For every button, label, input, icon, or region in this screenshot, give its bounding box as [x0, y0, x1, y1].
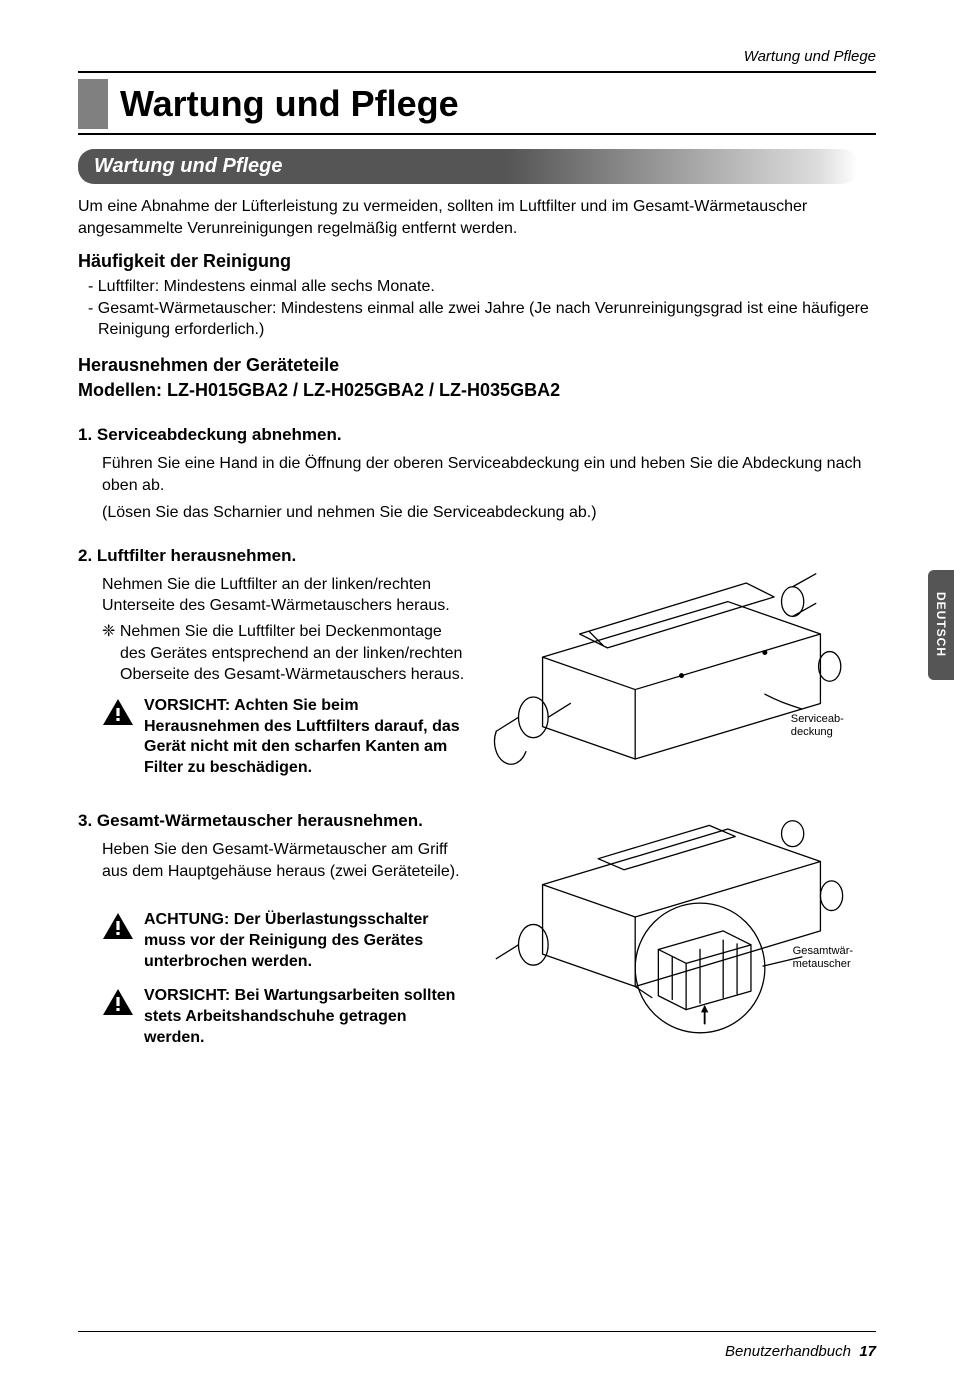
right-column: Serviceab- deckung: [487, 546, 876, 1057]
chapter-bar: [78, 79, 108, 129]
step3-title-text: 3. Gesamt-Wärmetauscher herausnehmen.: [78, 811, 423, 830]
remove-heading-1: Herausnehmen der Geräteteile: [78, 355, 876, 376]
section-pill: Wartung und Pflege: [78, 149, 858, 184]
left-column: 2. Luftfilter herausnehmen. Nehmen Sie d…: [78, 546, 467, 1049]
language-tab-label: DEUTSCH: [934, 592, 948, 657]
diagram1-label-2: deckung: [791, 726, 833, 738]
footer: Benutzerhandbuch 17: [725, 1343, 876, 1360]
frequency-item: - Luftfilter: Mindestens einmal alle sec…: [78, 276, 876, 298]
chapter-title: Wartung und Pflege: [120, 79, 459, 129]
diagram2-label-1: Gesamtwär-: [793, 945, 854, 957]
diagram-heat-exchanger: Gesamtwär- metauscher: [487, 792, 876, 1051]
frequency-item: - Gesamt-Wärmetauscher: Mindestens einma…: [88, 298, 876, 341]
step3-warning-a: ACHTUNG: Der Überlastungsschalter muss v…: [144, 910, 467, 972]
step3-body: Heben Sie den Gesamt-Wärmetauscher am Gr…: [78, 839, 467, 882]
language-tab: DEUTSCH: [928, 570, 954, 680]
rule-top: [78, 71, 876, 73]
step1-line: (Lösen Sie das Scharnier und nehmen Sie …: [102, 502, 876, 524]
chapter-heading: Wartung und Pflege: [78, 79, 876, 135]
warning-icon: [102, 698, 134, 726]
diagram1-label-1: Serviceab-: [791, 713, 844, 725]
step2-body: Nehmen Sie die Luftfilter an der linken/…: [78, 574, 467, 686]
step2-title: 2. Luftfilter herausnehmen.: [78, 546, 467, 566]
page: Wartung und Pflege Wartung und Pflege Wa…: [0, 0, 954, 1400]
frequency-heading: Häufigkeit der Reinigung: [78, 251, 876, 272]
footer-rule: [78, 1331, 876, 1332]
diagram2-label-2: metauscher: [793, 958, 851, 970]
warning-icon: [102, 912, 134, 940]
step1-line: Führen Sie eine Hand in die Öffnung der …: [102, 453, 876, 496]
warning-icon: [102, 988, 134, 1016]
step2-line: Nehmen Sie die Luftfilter an der linken/…: [102, 574, 467, 617]
step2-note: ❈ Nehmen Sie die Luftfilter bei Deckenmo…: [102, 621, 467, 686]
step2-warning: VORSICHT: Achten Sie beim Herausnehmen d…: [144, 696, 467, 779]
step1-title: 1. Serviceabdeckung abnehmen.: [78, 425, 876, 445]
footer-page: 17: [859, 1343, 876, 1360]
running-head: Wartung und Pflege: [78, 48, 876, 65]
step3-title-1: 3. Gesamt-Wärmetauscher herausnehmen.: [78, 811, 467, 831]
intro-paragraph: Um eine Abnahme der Lüfterleistung zu ve…: [78, 196, 876, 239]
remove-heading-2: Modellen: LZ-H015GBA2 / LZ-H025GBA2 / LZ…: [78, 380, 876, 401]
diagram-service-cover: Serviceab- deckung: [487, 546, 876, 778]
step3-warning-b: VORSICHT: Bei Wartungsarbeiten sollten s…: [144, 986, 467, 1048]
step1-body: Führen Sie eine Hand in die Öffnung der …: [78, 453, 876, 524]
footer-book: Benutzerhandbuch: [725, 1343, 851, 1360]
